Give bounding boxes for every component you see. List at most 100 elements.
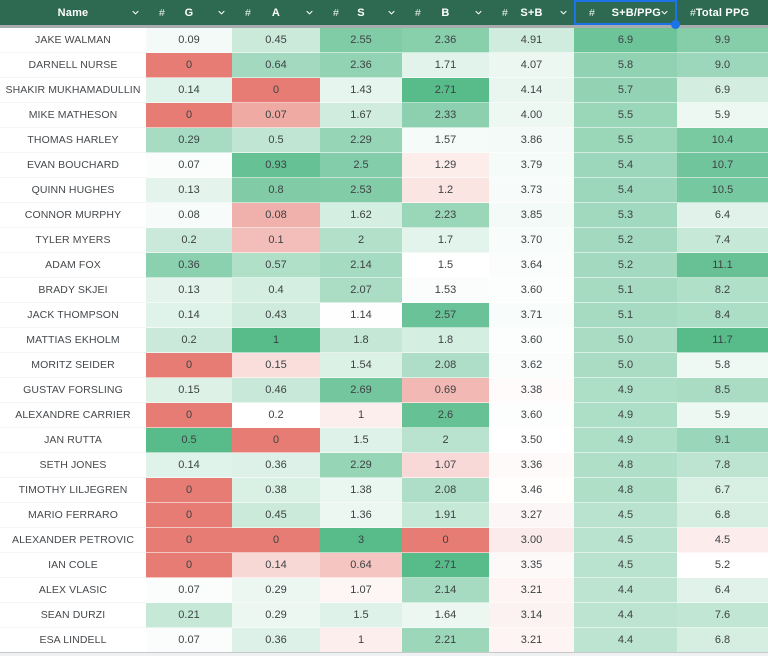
stat-cell-g[interactable]: 0.13: [146, 178, 232, 203]
stat-cell-s[interactable]: 1.54: [320, 353, 402, 378]
stat-cell-sb[interactable]: 3.21: [489, 628, 574, 653]
stat-cell-total[interactable]: 5.9: [677, 403, 768, 428]
stat-cell-sbppg[interactable]: 5.7: [574, 78, 677, 103]
chevron-down-icon[interactable]: [557, 7, 569, 19]
stat-cell-s[interactable]: 2.14: [320, 253, 402, 278]
stat-cell-sbppg[interactable]: 5.1: [574, 278, 677, 303]
stat-cell-s[interactable]: 2.29: [320, 453, 402, 478]
player-name-cell[interactable]: ALEX VLASIC: [0, 578, 146, 603]
stat-cell-a[interactable]: 0.5: [232, 128, 320, 153]
stat-cell-a[interactable]: 0: [232, 528, 320, 553]
stat-cell-a[interactable]: 0.08: [232, 203, 320, 228]
chevron-down-icon[interactable]: [303, 7, 315, 19]
player-name-cell[interactable]: IAN COLE: [0, 553, 146, 578]
stat-cell-b[interactable]: 2: [402, 428, 489, 453]
column-header-g[interactable]: # G: [146, 0, 232, 25]
player-name-cell[interactable]: THOMAS HARLEY: [0, 128, 146, 153]
stat-cell-total[interactable]: 6.8: [677, 503, 768, 528]
player-name-cell[interactable]: ESA LINDELL: [0, 628, 146, 653]
stat-cell-sbppg[interactable]: 4.9: [574, 378, 677, 403]
stat-cell-sbppg[interactable]: 5.2: [574, 228, 677, 253]
stat-cell-total[interactable]: 11.7: [677, 328, 768, 353]
stat-cell-total[interactable]: 9.1: [677, 428, 768, 453]
stat-cell-sb[interactable]: 3.85: [489, 203, 574, 228]
stat-cell-g[interactable]: 0.2: [146, 328, 232, 353]
stat-cell-s[interactable]: 1.5: [320, 603, 402, 628]
stat-cell-s[interactable]: 2.36: [320, 53, 402, 78]
stat-cell-g[interactable]: 0: [146, 103, 232, 128]
stat-cell-s[interactable]: 1.43: [320, 78, 402, 103]
player-name-cell[interactable]: BRADY SKJEI: [0, 278, 146, 303]
stat-cell-b[interactable]: 0: [402, 528, 489, 553]
stat-cell-b[interactable]: 2.36: [402, 28, 489, 53]
stat-cell-b[interactable]: 2.14: [402, 578, 489, 603]
stat-cell-total[interactable]: 10.5: [677, 178, 768, 203]
stat-cell-sbppg[interactable]: 5.0: [574, 353, 677, 378]
stat-cell-a[interactable]: 0.38: [232, 478, 320, 503]
stat-cell-b[interactable]: 1.29: [402, 153, 489, 178]
stat-cell-total[interactable]: 7.6: [677, 603, 768, 628]
stat-cell-a[interactable]: 0.29: [232, 578, 320, 603]
stat-cell-sb[interactable]: 4.00: [489, 103, 574, 128]
stat-cell-sbppg[interactable]: 4.9: [574, 428, 677, 453]
stat-cell-b[interactable]: 2.33: [402, 103, 489, 128]
column-header-a[interactable]: # A: [232, 0, 320, 25]
stat-cell-sb[interactable]: 4.14: [489, 78, 574, 103]
stat-cell-a[interactable]: 0.1: [232, 228, 320, 253]
player-name-cell[interactable]: ADAM FOX: [0, 253, 146, 278]
column-header-sbppg[interactable]: # S+B/PPG: [574, 0, 680, 29]
stat-cell-b[interactable]: 1.8: [402, 328, 489, 353]
horizontal-scrollbar-track[interactable]: [0, 652, 768, 656]
stat-cell-a[interactable]: 0.07: [232, 103, 320, 128]
stat-cell-total[interactable]: 10.4: [677, 128, 768, 153]
stat-cell-s[interactable]: 1.8: [320, 328, 402, 353]
stat-cell-sb[interactable]: 3.71: [489, 303, 574, 328]
stat-cell-b[interactable]: 1.07: [402, 453, 489, 478]
stat-cell-g[interactable]: 0.15: [146, 378, 232, 403]
stat-cell-s[interactable]: 2.5: [320, 153, 402, 178]
stat-cell-g[interactable]: 0.07: [146, 153, 232, 178]
stat-cell-a[interactable]: 0.8: [232, 178, 320, 203]
column-header-sb[interactable]: # S+B: [489, 0, 574, 25]
stat-cell-sb[interactable]: 3.64: [489, 253, 574, 278]
player-name-cell[interactable]: MORITZ SEIDER: [0, 353, 146, 378]
stat-cell-total[interactable]: 6.8: [677, 628, 768, 653]
player-name-cell[interactable]: SEAN DURZI: [0, 603, 146, 628]
chevron-down-icon[interactable]: [472, 7, 484, 19]
stat-cell-total[interactable]: 8.2: [677, 278, 768, 303]
stat-cell-b[interactable]: 2.08: [402, 353, 489, 378]
stat-cell-sb[interactable]: 3.60: [489, 278, 574, 303]
chevron-down-icon[interactable]: [658, 7, 670, 19]
stat-cell-sbppg[interactable]: 5.4: [574, 153, 677, 178]
stat-cell-b[interactable]: 1.71: [402, 53, 489, 78]
stat-cell-b[interactable]: 2.08: [402, 478, 489, 503]
stat-cell-b[interactable]: 1.64: [402, 603, 489, 628]
player-name-cell[interactable]: CONNOR MURPHY: [0, 203, 146, 228]
stat-cell-s[interactable]: 1.38: [320, 478, 402, 503]
stat-cell-s[interactable]: 3: [320, 528, 402, 553]
stat-cell-a[interactable]: 0.2: [232, 403, 320, 428]
stat-cell-g[interactable]: 0: [146, 403, 232, 428]
player-name-cell[interactable]: ALEXANDER PETROVIC: [0, 528, 146, 553]
stat-cell-sb[interactable]: 4.07: [489, 53, 574, 78]
stat-cell-g[interactable]: 0.36: [146, 253, 232, 278]
player-name-cell[interactable]: ALEXANDRE CARRIER: [0, 403, 146, 428]
stat-cell-total[interactable]: 9.0: [677, 53, 768, 78]
stat-cell-sb[interactable]: 3.79: [489, 153, 574, 178]
stat-cell-sb[interactable]: 3.62: [489, 353, 574, 378]
column-header-name[interactable]: Name: [0, 0, 146, 25]
player-name-cell[interactable]: SETH JONES: [0, 453, 146, 478]
stat-cell-total[interactable]: 5.8: [677, 353, 768, 378]
stat-cell-g[interactable]: 0: [146, 553, 232, 578]
stat-cell-g[interactable]: 0: [146, 353, 232, 378]
stat-cell-total[interactable]: 5.2: [677, 553, 768, 578]
column-header-total[interactable]: # Total PPG: [677, 0, 768, 25]
stat-cell-sbppg[interactable]: 6.9: [574, 28, 677, 53]
stat-cell-s[interactable]: 1.62: [320, 203, 402, 228]
stat-cell-total[interactable]: 6.7: [677, 478, 768, 503]
stat-cell-sb[interactable]: 3.27: [489, 503, 574, 528]
player-name-cell[interactable]: GUSTAV FORSLING: [0, 378, 146, 403]
stat-cell-s[interactable]: 1.5: [320, 428, 402, 453]
stat-cell-g[interactable]: 0.14: [146, 303, 232, 328]
stat-cell-a[interactable]: 0.93: [232, 153, 320, 178]
